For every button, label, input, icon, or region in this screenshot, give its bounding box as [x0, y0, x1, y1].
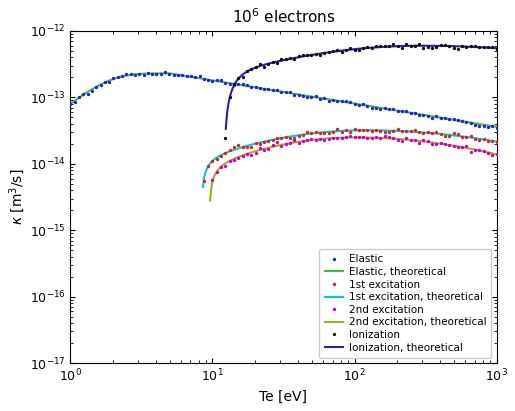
2nd excitation, theoretical [348, 135, 354, 140]
Ionization [334, 48, 340, 53]
Elastic, theoretical [166, 71, 172, 76]
Elastic, theoretical [67, 102, 74, 106]
Elastic, theoretical [455, 118, 461, 123]
Line: Ionization: Ionization [224, 42, 499, 140]
1st excitation [373, 127, 379, 132]
1st excitation, theoretical [447, 132, 453, 137]
2nd excitation [429, 141, 435, 146]
Elastic, theoretical [428, 114, 434, 119]
1st excitation [257, 141, 263, 146]
Line: 1st excitation: 1st excitation [202, 127, 499, 183]
1st excitation [222, 150, 229, 155]
2nd excitation, theoretical [381, 136, 387, 141]
2nd excitation [210, 178, 216, 182]
1st excitation [334, 126, 340, 131]
2nd excitation, theoretical [488, 150, 494, 155]
Elastic, theoretical [322, 97, 329, 102]
Ionization [493, 46, 500, 51]
Ionization, theoretical [371, 45, 377, 50]
Ionization [257, 62, 263, 67]
Ionization, theoretical [419, 43, 425, 48]
1st excitation [493, 139, 500, 144]
1st excitation [489, 139, 495, 143]
1st excitation [300, 132, 306, 137]
2nd excitation [476, 148, 483, 153]
1st excitation [296, 133, 302, 138]
Elastic, theoretical [493, 125, 500, 129]
Line: 1st excitation, theoretical: 1st excitation, theoretical [203, 130, 496, 187]
Ionization [399, 46, 405, 51]
2nd excitation [252, 150, 259, 155]
2nd excitation [338, 136, 345, 141]
Y-axis label: $\kappa$ [m$^3$/s]: $\kappa$ [m$^3$/s] [7, 169, 27, 225]
Ionization, theoretical [493, 46, 500, 51]
Line: Elastic, theoretical: Elastic, theoretical [71, 74, 496, 127]
Elastic [476, 123, 483, 128]
2nd excitation [325, 136, 332, 141]
Elastic [325, 99, 332, 104]
Ionization, theoretical [417, 43, 423, 48]
Title: $10^6$ electrons: $10^6$ electrons [232, 7, 335, 25]
Legend: Elastic, Elastic, theoretical, 1st excitation, 1st excitation, theoretical, 2nd : Elastic, Elastic, theoretical, 1st excit… [319, 249, 491, 358]
Ionization, theoretical [426, 43, 433, 48]
X-axis label: Te [eV]: Te [eV] [260, 390, 307, 404]
2nd excitation, theoretical [207, 198, 213, 203]
1st excitation, theoretical [424, 130, 430, 135]
2nd excitation, theoretical [493, 152, 500, 157]
Elastic, theoretical [330, 97, 336, 102]
1st excitation, theoretical [472, 136, 478, 141]
Elastic [170, 72, 177, 77]
2nd excitation, theoretical [351, 135, 357, 140]
Elastic [149, 71, 156, 76]
1st excitation, theoretical [387, 128, 393, 133]
Ionization [403, 42, 409, 46]
1st excitation [201, 179, 207, 184]
Line: 2nd excitation: 2nd excitation [211, 134, 499, 182]
2nd excitation [244, 152, 250, 157]
Elastic [291, 93, 297, 98]
Elastic [493, 125, 500, 130]
2nd excitation, theoretical [358, 135, 364, 140]
1st excitation, theoretical [281, 135, 287, 140]
Ionization, theoretical [277, 58, 283, 63]
Elastic [162, 69, 168, 74]
1st excitation, theoretical [493, 139, 500, 144]
2nd excitation, theoretical [280, 142, 286, 147]
Ionization [222, 135, 229, 140]
Ionization, theoretical [411, 43, 417, 48]
1st excitation, theoretical [442, 132, 449, 137]
2nd excitation [493, 152, 500, 157]
Elastic [464, 120, 470, 125]
Elastic, theoretical [68, 101, 75, 106]
2nd excitation [382, 133, 388, 138]
2nd excitation, theoretical [445, 142, 451, 147]
1st excitation, theoretical [363, 128, 369, 133]
Line: 2nd excitation, theoretical: 2nd excitation, theoretical [210, 137, 496, 201]
Ionization [356, 47, 362, 52]
Line: Elastic: Elastic [68, 70, 499, 130]
Ionization [373, 43, 379, 48]
Line: Ionization, theoretical: Ionization, theoretical [226, 46, 496, 129]
Elastic, theoretical [321, 96, 327, 101]
Elastic [67, 101, 74, 106]
Ionization, theoretical [222, 126, 229, 131]
Ionization [390, 41, 397, 46]
Ionization, theoretical [406, 44, 413, 48]
1st excitation, theoretical [200, 184, 206, 189]
